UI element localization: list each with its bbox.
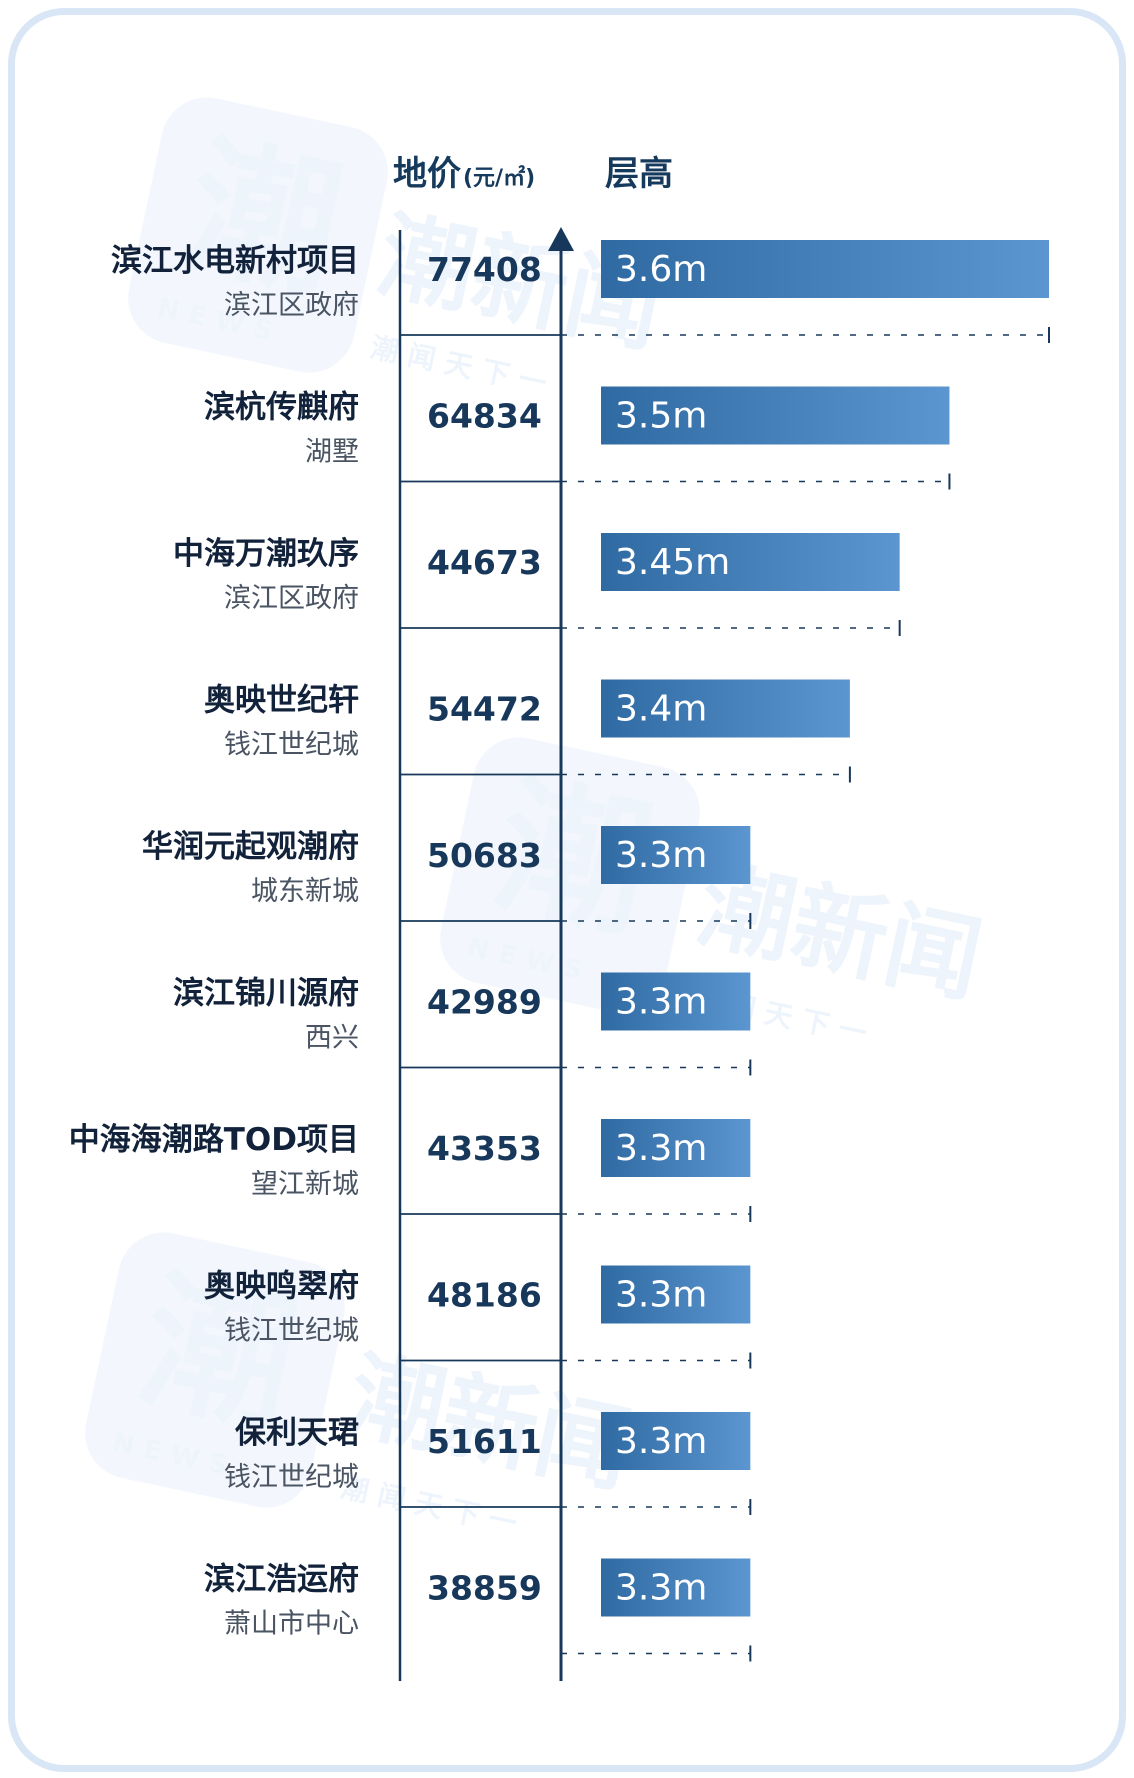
project-name: 奥映世纪轩 [204, 683, 359, 719]
project-name: 华润元起观潮府 [142, 829, 359, 865]
project-district: 城东新城 [251, 876, 359, 907]
land-price: 50683 [427, 836, 542, 875]
project-district: 滨江区政府 [224, 290, 359, 321]
bar-value-label: 3.6m [615, 249, 707, 290]
project-name: 滨江浩运府 [204, 1562, 359, 1598]
project-district: 萧山市中心 [224, 1609, 359, 1640]
project-district: 望江新城 [251, 1169, 359, 1200]
project-name: 滨江水电新村项目 [111, 243, 359, 279]
land-price: 43353 [427, 1129, 542, 1168]
height-bar [601, 972, 751, 1031]
bar-value-label: 3.3m [615, 835, 707, 876]
project-name: 中海海潮路TOD项目 [69, 1122, 359, 1158]
watermark-subtext: 潮 闻 天 下 一 [338, 1471, 520, 1540]
watermark-subtext: 潮 闻 天 下 一 [368, 331, 550, 400]
land-price: 38859 [427, 1569, 542, 1608]
bar-value-label: 3.3m [615, 1128, 707, 1169]
price-column-unit: (元/㎡) [463, 165, 535, 191]
land-price: 54472 [427, 690, 542, 729]
watermark-logo-glyph: 潮 [172, 119, 355, 320]
project-district: 钱江世纪城 [224, 730, 359, 761]
bar-value-label: 3.4m [615, 689, 707, 730]
project-district: 西兴 [305, 1023, 359, 1054]
land-price: 48186 [427, 1276, 542, 1315]
height-column-title: 层高 [605, 154, 673, 194]
bar-value-label: 3.45m [615, 542, 730, 583]
height-bar [601, 240, 1049, 298]
project-district: 滨江区政府 [224, 583, 359, 614]
project-name: 保利天珺 [235, 1415, 359, 1451]
height-axis-arrow [548, 227, 574, 251]
project-district: 钱江世纪城 [224, 1316, 359, 1347]
project-name: 滨杭传麒府 [204, 390, 359, 426]
height-bar [601, 1265, 751, 1324]
land-price: 42989 [427, 983, 542, 1022]
project-name: 奥映鸣翠府 [204, 1269, 359, 1305]
height-bar [601, 1558, 751, 1617]
price-column-title: 地价 [393, 154, 461, 194]
watermark-logo-box [440, 737, 700, 1013]
land-price: 44673 [427, 543, 542, 582]
bar-value-label: 3.3m [615, 982, 707, 1023]
watermark-logo-glyph: 潮 [127, 1254, 310, 1455]
ceiling-height-chart: 潮 NEWS 潮新闻 潮 闻 天 下 一 潮 NEWS 潮新闻 潮 闻 天 下 … [69, 97, 1050, 1681]
height-bar [601, 679, 850, 738]
card-frame: 潮 NEWS 潮新闻 潮 闻 天 下 一 潮 NEWS 潮新闻 潮 闻 天 下 … [8, 8, 1126, 1772]
watermark-logo-box [128, 97, 388, 373]
land-price: 51611 [427, 1422, 542, 1461]
bar-value-label: 3.3m [615, 1275, 707, 1316]
project-name: 中海万潮玖序 [173, 536, 359, 572]
land-price: 64834 [427, 397, 542, 436]
project-district: 湖墅 [305, 437, 359, 468]
project-district: 钱江世纪城 [224, 1462, 359, 1493]
height-bar [601, 1412, 751, 1470]
bar-value-label: 3.5m [615, 396, 707, 437]
height-bar [601, 826, 751, 884]
watermark-logo-box [85, 1232, 345, 1508]
watermark: 潮 NEWS 潮新闻 潮 闻 天 下 一 潮 NEWS 潮新闻 潮 闻 天 下 … [85, 97, 991, 1540]
height-bar [601, 1119, 751, 1177]
height-bar [601, 386, 950, 445]
bar-value-label: 3.3m [615, 1421, 707, 1462]
land-price: 77408 [427, 250, 542, 289]
height-bar [601, 533, 900, 591]
project-name: 滨江锦川源府 [173, 976, 359, 1012]
bar-value-label: 3.3m [615, 1568, 707, 1609]
